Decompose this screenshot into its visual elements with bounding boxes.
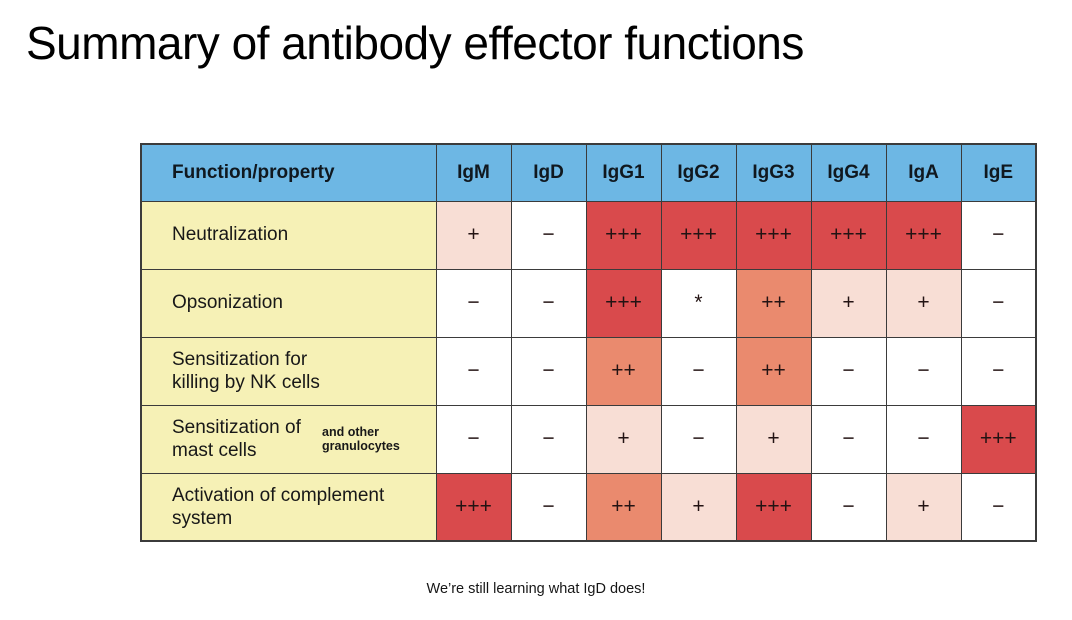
- column-header-ige: IgE: [960, 143, 1037, 202]
- value-cell: +: [585, 404, 662, 474]
- value-cell: −: [960, 268, 1037, 338]
- function-label: Opsonization: [172, 292, 283, 314]
- function-label: Neutralization: [172, 224, 289, 246]
- value-cell: −: [810, 336, 887, 406]
- value-cell: −: [510, 200, 587, 270]
- value-cell: +: [885, 268, 962, 338]
- table-row-neutralization: Neutralization + − +++ +++ +++ +++ +++ −: [140, 200, 1037, 270]
- value-cell: +++: [885, 200, 962, 270]
- table-header-row: Function/property IgM IgD IgG1 IgG2 IgG3…: [140, 143, 1037, 202]
- value-cell: +++: [585, 200, 662, 270]
- table-row-sensitization-mast-cells: Sensitization of mast cells and other gr…: [140, 404, 1037, 474]
- value-cell: −: [435, 268, 512, 338]
- value-cell: ++: [585, 336, 662, 406]
- value-cell: −: [435, 404, 512, 474]
- table-row-sensitization-nk: Sensitization for killing by NK cells − …: [140, 336, 1037, 406]
- value-cell: −: [510, 268, 587, 338]
- footnote-caption: We’re still learning what IgD does!: [426, 581, 646, 597]
- function-cell: Opsonization: [140, 268, 437, 338]
- value-cell: −: [660, 336, 737, 406]
- table-row-opsonization: Opsonization − − +++ * ++ + + −: [140, 268, 1037, 338]
- function-cell: Activation of complement system: [140, 472, 437, 542]
- column-header-igg4: IgG4: [810, 143, 887, 202]
- column-header-igg3: IgG3: [735, 143, 812, 202]
- value-cell: −: [435, 336, 512, 406]
- column-header-igg2: IgG2: [660, 143, 737, 202]
- value-cell: +++: [810, 200, 887, 270]
- value-cell: +++: [735, 472, 812, 542]
- value-cell: +++: [960, 404, 1037, 474]
- slide-title: Summary of antibody effector functions: [26, 17, 804, 69]
- value-cell: −: [960, 472, 1037, 542]
- value-cell: ++: [735, 268, 812, 338]
- value-cell: +: [735, 404, 812, 474]
- function-label: Sensitization of mast cells: [172, 416, 301, 461]
- value-cell: −: [510, 336, 587, 406]
- value-cell: *: [660, 268, 737, 338]
- function-cell: Sensitization for killing by NK cells: [140, 336, 437, 406]
- column-header-igd: IgD: [510, 143, 587, 202]
- value-cell: −: [810, 404, 887, 474]
- value-cell: +: [810, 268, 887, 338]
- function-label: Activation of complement system: [172, 484, 385, 529]
- function-cell: Neutralization: [140, 200, 437, 270]
- value-cell: ++: [735, 336, 812, 406]
- value-cell: ++: [585, 472, 662, 542]
- value-cell: +++: [735, 200, 812, 270]
- value-cell: −: [810, 472, 887, 542]
- value-cell: −: [960, 336, 1037, 406]
- value-cell: −: [885, 336, 962, 406]
- value-cell: +++: [435, 472, 512, 542]
- value-cell: +: [660, 472, 737, 542]
- column-header-igg1: IgG1: [585, 143, 662, 202]
- value-cell: −: [660, 404, 737, 474]
- value-cell: +++: [660, 200, 737, 270]
- table-row-complement-activation: Activation of complement system +++ − ++…: [140, 472, 1037, 542]
- antibody-table: Function/property IgM IgD IgG1 IgG2 IgG3…: [140, 143, 1037, 542]
- value-cell: +: [435, 200, 512, 270]
- antibody-effector-table: Function/property IgM IgD IgG1 IgG2 IgG3…: [140, 143, 1037, 542]
- function-label: Sensitization for killing by NK cells: [172, 348, 320, 393]
- value-cell: −: [510, 404, 587, 474]
- value-cell: −: [510, 472, 587, 542]
- column-header-function: Function/property: [140, 143, 437, 202]
- column-header-igm: IgM: [435, 143, 512, 202]
- value-cell: −: [885, 404, 962, 474]
- value-cell: +: [885, 472, 962, 542]
- value-cell: +++: [585, 268, 662, 338]
- column-header-iga: IgA: [885, 143, 962, 202]
- function-note: and other granulocytes: [322, 424, 400, 453]
- value-cell: −: [960, 200, 1037, 270]
- function-cell: Sensitization of mast cells and other gr…: [140, 404, 437, 474]
